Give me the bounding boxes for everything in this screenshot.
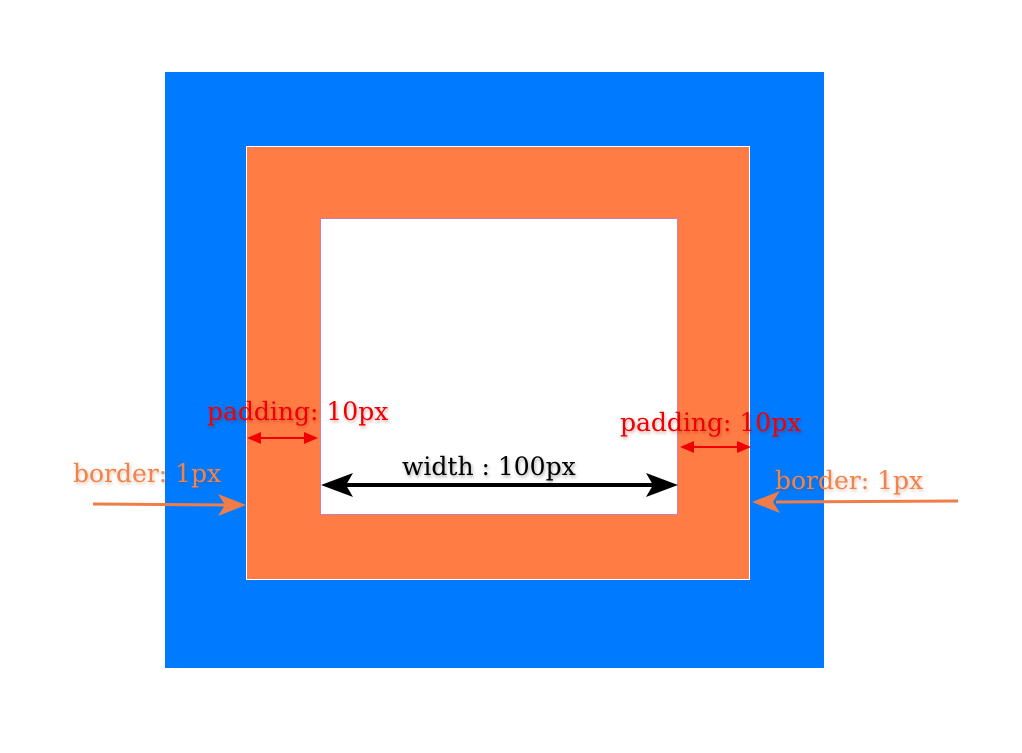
border-right-label: border: 1px	[775, 466, 924, 495]
padding-right-arrow	[680, 441, 751, 453]
padding-left-arrow	[247, 432, 318, 444]
border-left-arrow	[92, 494, 246, 516]
content-area	[320, 218, 678, 515]
padding-left-label: padding: 10px	[207, 397, 389, 426]
border-left-label: border: 1px	[73, 459, 222, 488]
padding-right-label: padding: 10px	[620, 408, 802, 437]
border-right-arrow	[752, 491, 959, 513]
width-arrow	[321, 473, 678, 497]
width-label: width : 100px	[402, 452, 576, 481]
